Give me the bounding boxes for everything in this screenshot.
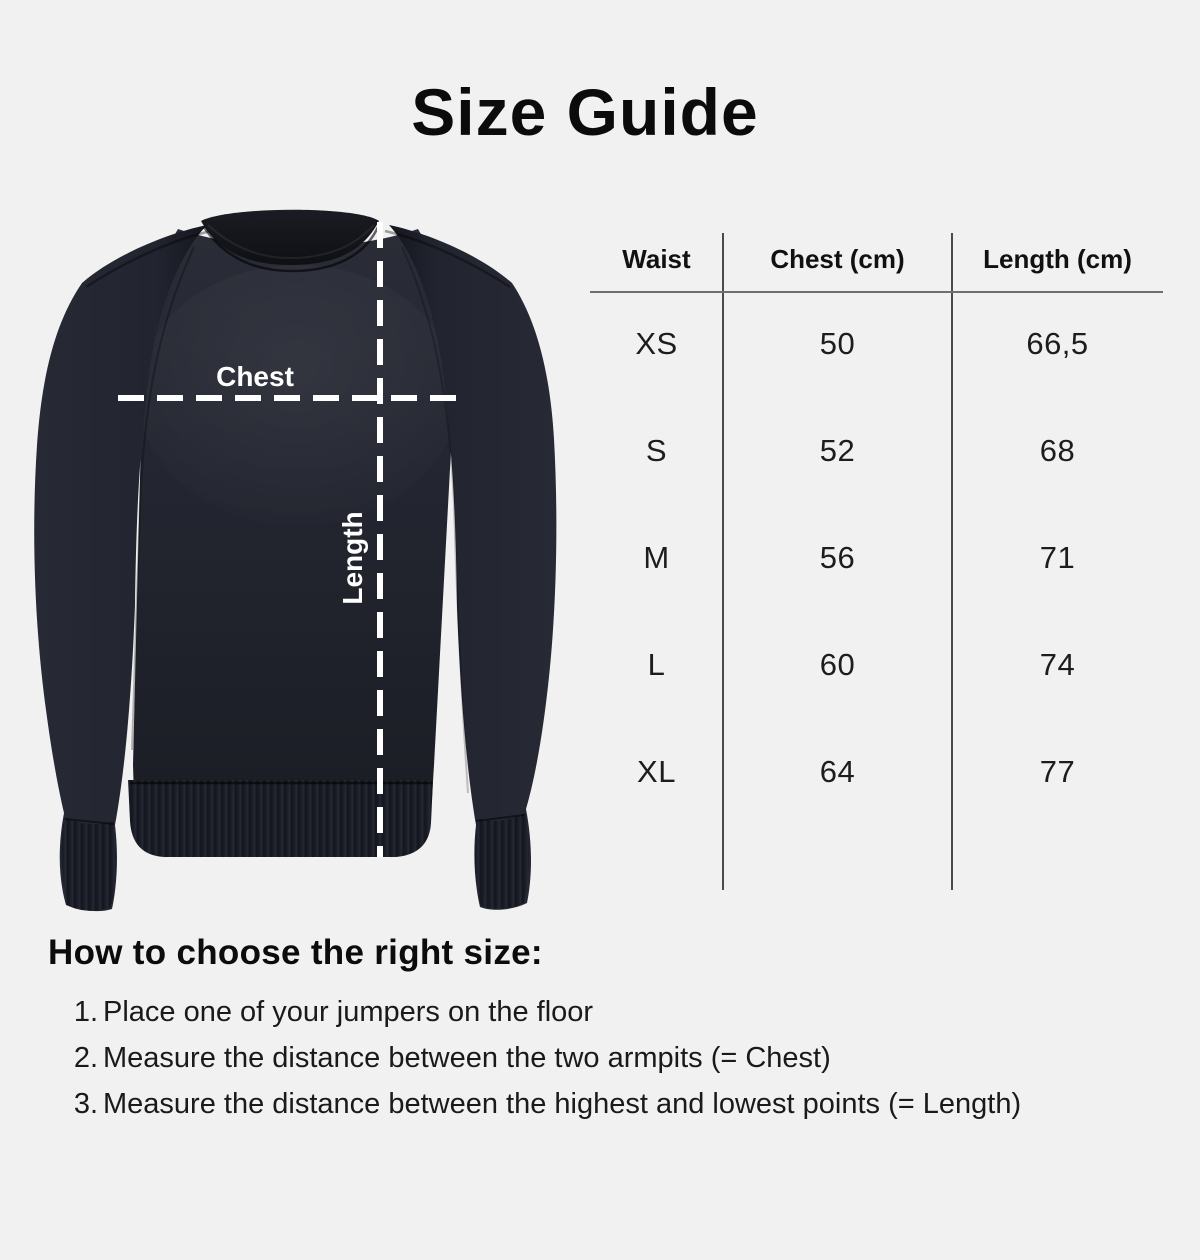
step-2-number: 2.	[73, 1042, 98, 1074]
jumper-hem-band	[128, 780, 433, 857]
chest-value: 64	[819, 753, 856, 789]
chest-value: 56	[819, 539, 856, 575]
chest-measure-label: Chest	[216, 361, 294, 392]
table-header-row: Waist Chest (cm) Length (cm)	[590, 228, 1163, 290]
how-to-steps: 1. Place one of your jumpers on the floo…	[48, 989, 1163, 1127]
table-header-underline	[590, 291, 1163, 293]
table-row-xl: XL 64 77	[590, 718, 1163, 825]
size-table: Waist Chest (cm) Length (cm) XS 50 66,5 …	[590, 228, 1163, 890]
length-value: 71	[1039, 539, 1076, 575]
how-to-section: How to choose the right size: 1. Place o…	[48, 933, 1163, 1127]
size-label: L	[647, 646, 666, 682]
step-3: 3. Measure the distance between the high…	[48, 1081, 1163, 1127]
table-divider-1	[722, 233, 724, 890]
table-row-s: S 52 68	[590, 397, 1163, 504]
step-1-number: 1.	[73, 996, 98, 1028]
table-body: XS 50 66,5 S 52 68 M 56 71 L 60 74 XL 64	[590, 290, 1163, 825]
step-2-text: Measure the distance between the two arm…	[103, 1042, 831, 1074]
header-length: Length (cm)	[983, 243, 1132, 274]
chest-value: 52	[819, 432, 856, 468]
table-row-l: L 60 74	[590, 611, 1163, 718]
table-row-xs: XS 50 66,5	[590, 290, 1163, 397]
length-value: 68	[1039, 432, 1076, 468]
step-3-text: Measure the distance between the highest…	[103, 1088, 1022, 1120]
jumper-illustration: Chest Length	[34, 209, 557, 912]
jumper-diagram: Chest Length	[18, 205, 578, 915]
table-row-m: M 56 71	[590, 504, 1163, 611]
step-1-text: Place one of your jumpers on the floor	[103, 996, 594, 1028]
size-label: M	[643, 539, 670, 575]
chest-value: 60	[819, 646, 856, 682]
header-chest: Chest (cm)	[770, 243, 905, 274]
jumper-left-cuff	[61, 817, 116, 911]
jumper-collar	[201, 209, 379, 265]
size-label: S	[645, 432, 668, 468]
length-value: 74	[1039, 646, 1076, 682]
chest-value: 50	[819, 325, 856, 361]
table-divider-2	[951, 233, 953, 890]
step-2: 2. Measure the distance between the two …	[48, 1035, 1163, 1081]
size-label: XS	[635, 325, 678, 361]
jumper-right-cuff	[475, 813, 530, 909]
page-title: Size Guide	[411, 75, 759, 149]
length-value: 66,5	[1026, 325, 1089, 361]
jumper-right-sleeve	[389, 225, 557, 910]
step-3-number: 3.	[73, 1088, 98, 1120]
step-1: 1. Place one of your jumpers on the floo…	[48, 989, 1163, 1035]
size-label: XL	[637, 753, 676, 789]
length-value: 77	[1039, 753, 1076, 789]
jumper-left-sleeve	[34, 225, 207, 912]
length-measure-label: Length	[337, 511, 368, 604]
header-waist: Waist	[622, 243, 691, 274]
how-to-heading: How to choose the right size:	[48, 933, 543, 972]
